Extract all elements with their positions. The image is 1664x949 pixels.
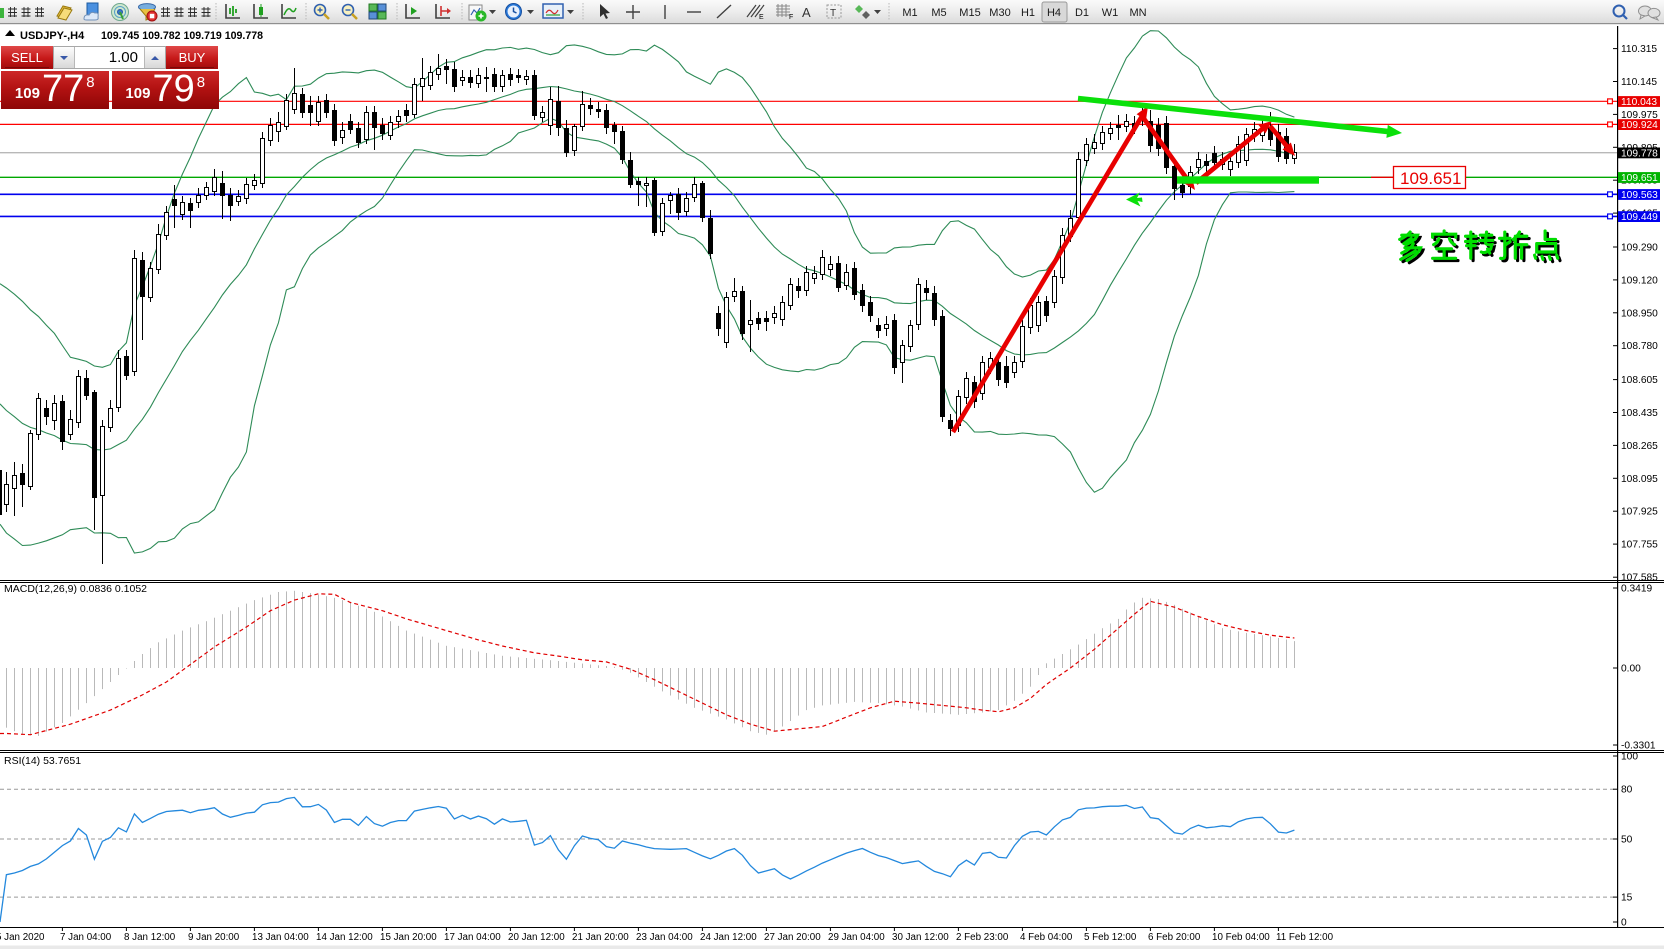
svg-text:107.755: 107.755 xyxy=(1621,540,1658,551)
svg-text:107.585: 107.585 xyxy=(1621,573,1658,584)
svg-text:30 Jan 12:00: 30 Jan 12:00 xyxy=(892,932,949,943)
svg-text:13 Jan 04:00: 13 Jan 04:00 xyxy=(252,932,309,943)
svg-text:M5: M5 xyxy=(931,7,946,19)
svg-text:108.950: 108.950 xyxy=(1621,308,1658,319)
svg-text:14 Jan 12:00: 14 Jan 12:00 xyxy=(316,932,373,943)
svg-text:M15: M15 xyxy=(959,7,980,19)
svg-text:T: T xyxy=(830,8,836,19)
svg-text:108.605: 108.605 xyxy=(1621,375,1658,386)
svg-text:2 Feb 23:00: 2 Feb 23:00 xyxy=(956,932,1009,943)
svg-text:24 Jan 12:00: 24 Jan 12:00 xyxy=(700,932,757,943)
svg-text:9 Jan 20:00: 9 Jan 20:00 xyxy=(188,932,240,943)
svg-text:15: 15 xyxy=(1621,893,1633,904)
svg-text:109.651: 109.651 xyxy=(1400,169,1461,188)
svg-text:7 Jan 04:00: 7 Jan 04:00 xyxy=(60,932,112,943)
svg-text:USDJPY-,H4: USDJPY-,H4 xyxy=(20,30,85,42)
svg-text:MN: MN xyxy=(1129,7,1146,19)
svg-text:5 Feb 12:00: 5 Feb 12:00 xyxy=(1084,932,1137,943)
svg-text:A: A xyxy=(802,5,811,20)
svg-text:15 Jan 20:00: 15 Jan 20:00 xyxy=(380,932,437,943)
svg-text:108.780: 108.780 xyxy=(1621,341,1658,352)
svg-text:6 Feb 20:00: 6 Feb 20:00 xyxy=(1148,932,1201,943)
svg-text:109.651: 109.651 xyxy=(1621,173,1658,184)
svg-text:E: E xyxy=(759,14,764,21)
svg-text:110.145: 110.145 xyxy=(1621,77,1657,88)
svg-text:W1: W1 xyxy=(1102,7,1119,19)
svg-text:109.924: 109.924 xyxy=(1621,120,1658,131)
svg-text:20 Jan 12:00: 20 Jan 12:00 xyxy=(508,932,565,943)
svg-text:107.925: 107.925 xyxy=(1621,507,1658,518)
svg-text:109.449: 109.449 xyxy=(1621,212,1658,223)
svg-text:4 Feb 04:00: 4 Feb 04:00 xyxy=(1020,932,1073,943)
svg-text:11 Feb 12:00: 11 Feb 12:00 xyxy=(1276,932,1334,943)
svg-text:109.120: 109.120 xyxy=(1621,275,1658,286)
svg-text:H4: H4 xyxy=(1047,7,1061,19)
svg-text:100: 100 xyxy=(1621,752,1638,763)
svg-text:23 Jan 04:00: 23 Jan 04:00 xyxy=(636,932,693,943)
svg-text:17 Jan 04:00: 17 Jan 04:00 xyxy=(444,932,501,943)
svg-text:-0.3301: -0.3301 xyxy=(1621,741,1656,752)
svg-text:109.778: 109.778 xyxy=(1621,148,1658,159)
svg-text:8 Jan 12:00: 8 Jan 12:00 xyxy=(124,932,176,943)
svg-text:0.00: 0.00 xyxy=(1621,664,1641,675)
svg-text:109.975: 109.975 xyxy=(1621,110,1658,121)
svg-text:21 Jan 20:00: 21 Jan 20:00 xyxy=(572,932,629,943)
svg-text:109.563: 109.563 xyxy=(1621,190,1658,201)
svg-text:10 Feb 04:00: 10 Feb 04:00 xyxy=(1212,932,1270,943)
svg-text:110.315: 110.315 xyxy=(1621,44,1657,55)
svg-text:108.265: 108.265 xyxy=(1621,441,1658,452)
svg-text:RSI(14) 53.7651: RSI(14) 53.7651 xyxy=(4,755,81,767)
svg-text:H1: H1 xyxy=(1021,7,1035,19)
svg-text:MACD(12,26,9) 0.0836 0.1052: MACD(12,26,9) 0.0836 0.1052 xyxy=(4,583,147,595)
svg-text:0.3419: 0.3419 xyxy=(1621,584,1652,595)
svg-text:F: F xyxy=(789,14,793,21)
svg-text:110.043: 110.043 xyxy=(1621,97,1657,108)
svg-text:108.095: 108.095 xyxy=(1621,474,1658,485)
svg-text:50: 50 xyxy=(1621,835,1633,846)
svg-text:0: 0 xyxy=(1621,918,1627,929)
svg-text:M30: M30 xyxy=(989,7,1010,19)
svg-text:M1: M1 xyxy=(902,7,917,19)
svg-text:109.745 109.782 109.719 109.77: 109.745 109.782 109.719 109.778 xyxy=(101,30,263,42)
svg-text:27 Jan 20:00: 27 Jan 20:00 xyxy=(764,932,821,943)
svg-text:108.435: 108.435 xyxy=(1621,408,1658,419)
svg-text:29 Jan 04:00: 29 Jan 04:00 xyxy=(828,932,885,943)
svg-text:D1: D1 xyxy=(1075,7,1089,19)
svg-text:109.290: 109.290 xyxy=(1621,243,1658,254)
svg-text:80: 80 xyxy=(1621,785,1633,796)
svg-text:5 Jan 2020: 5 Jan 2020 xyxy=(0,932,45,943)
